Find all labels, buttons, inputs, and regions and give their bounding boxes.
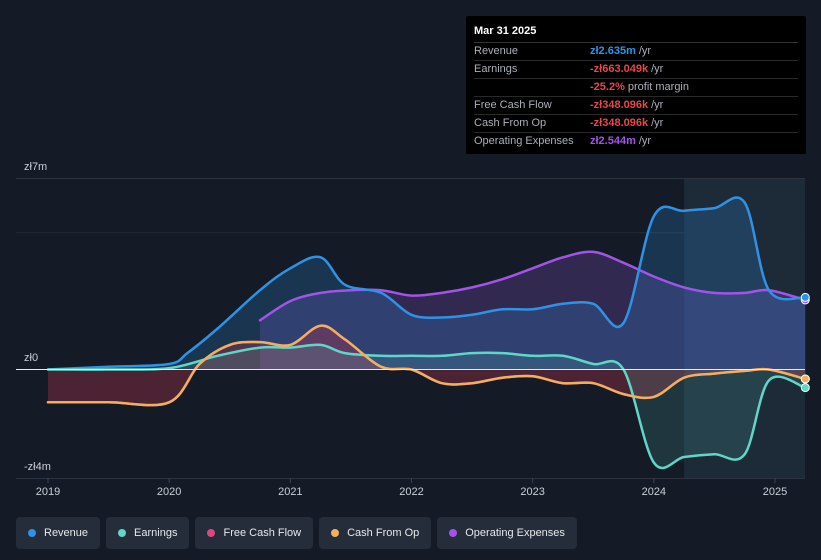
- earnings-line: [46, 343, 807, 470]
- tooltip-row-value: -zł348.096k: [590, 117, 649, 129]
- tooltip-row-label: Operating Expenses: [474, 135, 574, 147]
- tooltip-row-label: Revenue: [474, 45, 519, 57]
- revenue-area: [48, 197, 806, 370]
- grid-layer: [16, 178, 805, 479]
- legend-dot-icon: [28, 529, 36, 537]
- legend-item-earnings[interactable]: Earnings: [106, 517, 190, 549]
- tooltip-row-label: Cash From Op: [474, 117, 547, 129]
- legend-label: Earnings: [134, 527, 178, 539]
- legend-item-cash-from-op[interactable]: Cash From Op: [319, 517, 432, 549]
- x-axis: 2019 2020 2021 2022 2023 2024 2025: [36, 478, 787, 498]
- legend-item-revenue[interactable]: Revenue: [16, 517, 101, 549]
- x-tick-label: 2022: [399, 486, 423, 498]
- tooltip-row-value: -zł348.096k: [590, 99, 649, 111]
- revenue-endpoint: [800, 292, 810, 302]
- tooltip-date: Mar 31 2025: [474, 24, 798, 43]
- tooltip-row: Revenue zł2.635m/yr: [474, 43, 798, 61]
- legend-dot-icon: [449, 529, 458, 537]
- x-tick-label: 2021: [278, 486, 302, 498]
- legend-label: Free Cash Flow: [223, 527, 302, 539]
- tooltip-row-value: -zł663.049k: [590, 63, 649, 75]
- tooltip-row: Operating Expenses zł2.544m/yr: [474, 133, 798, 150]
- legend-label: Operating Expenses: [465, 527, 565, 539]
- operating-expenses-line: [258, 250, 807, 322]
- legend-label: Revenue: [44, 527, 89, 539]
- legend-dot-icon: [207, 529, 216, 537]
- legend-dot-icon: [331, 529, 340, 537]
- tooltip-row-unit: /yr: [651, 63, 664, 75]
- tooltip-row-value: -25.2%: [590, 81, 625, 93]
- x-tick-label: 2019: [36, 486, 60, 498]
- tooltip-row-unit: /yr: [651, 99, 664, 111]
- tooltip-row-label: Earnings: [474, 63, 518, 75]
- tooltip-row-unit: /yr: [638, 45, 652, 57]
- legend-item-free-cash-flow[interactable]: Free Cash Flow: [195, 517, 314, 549]
- tooltip-row-unit: profit margin: [627, 81, 689, 93]
- tooltip-row: Cash From Op -zł348.096k/yr: [474, 115, 798, 133]
- x-tick-label: 2023: [520, 486, 544, 498]
- revenue-line: [46, 196, 807, 371]
- tooltip-row-value: zł2.544m: [590, 135, 636, 147]
- tooltip-row: -25.2% profit margin: [474, 79, 798, 97]
- y-label-bottom: -zł4m: [24, 461, 51, 473]
- cash-from-op-line: [46, 324, 807, 407]
- legend-dot-icon: [118, 529, 127, 537]
- tooltip-row-unit: /yr: [638, 135, 652, 147]
- operating-expenses-area: [260, 251, 806, 370]
- x-tick-label: 2024: [642, 486, 666, 498]
- y-label-zero: zł0: [24, 352, 38, 364]
- line-layer: [16, 196, 807, 470]
- earnings-endpoint: [800, 383, 810, 393]
- legend: Revenue Earnings Free Cash Flow Cash From O…: [16, 517, 583, 549]
- x-tick-label: 2020: [157, 486, 181, 498]
- area-layer: [48, 197, 806, 469]
- tooltip-row-unit: /yr: [651, 117, 664, 129]
- tooltip-row-value: zł2.635m: [590, 45, 636, 57]
- free-cash-flow-area: [48, 325, 806, 406]
- marker-layer: [800, 292, 810, 393]
- legend-label: Cash From Op: [347, 527, 420, 539]
- tooltip: Mar 31 2025 Revenue zł2.635m/yr Earnings -z…: [466, 16, 806, 154]
- highlight-region: [684, 178, 805, 478]
- tooltip-rows: Revenue zł2.635m/yr Earnings -zł663.049k/yr…: [474, 43, 798, 150]
- tooltip-row: Earnings -zł663.049k/yr: [474, 61, 798, 79]
- tooltip-row-label: [474, 79, 590, 96]
- tooltip-row: Free Cash Flow -zł348.096k/yr: [474, 97, 798, 115]
- cash-from-op-endpoint: [800, 374, 810, 384]
- y-label-top: zł7m: [24, 161, 47, 173]
- legend-item-operating-expenses[interactable]: Operating Expenses: [437, 517, 577, 549]
- tooltip-row-label: Free Cash Flow: [474, 99, 552, 111]
- x-tick-label: 2025: [763, 486, 787, 498]
